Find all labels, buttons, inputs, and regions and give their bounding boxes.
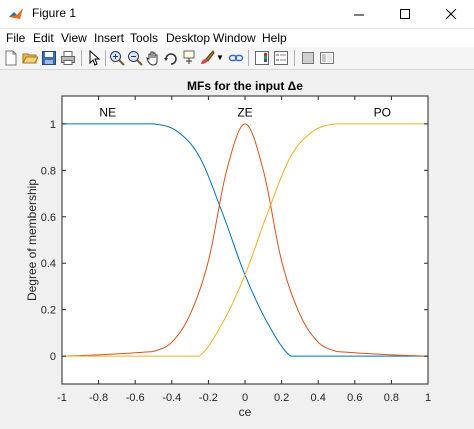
data-cursor-icon[interactable] xyxy=(181,50,197,66)
x-tick-label: -0.6 xyxy=(126,392,145,404)
menu-bar: File Edit View Insert Tools Desktop Wind… xyxy=(0,29,474,47)
toolbar-separator xyxy=(105,50,106,66)
y-tick-label: 1 xyxy=(50,119,56,131)
menu-insert[interactable]: Insert xyxy=(94,31,125,45)
x-tick-label: 0 xyxy=(242,392,248,404)
x-tick-label: 0.6 xyxy=(347,392,362,404)
series-line-ze xyxy=(61,123,429,357)
mf-labels: NE ZE PO xyxy=(99,105,391,119)
mf-label-ze: ZE xyxy=(237,105,252,119)
y-tick-label: 0.6 xyxy=(41,212,56,224)
link-plot-icon[interactable] xyxy=(228,50,244,66)
series-line-po xyxy=(62,123,428,357)
new-figure-icon[interactable] xyxy=(3,50,19,66)
x-tick-label: -0.4 xyxy=(162,392,181,404)
menu-edit[interactable]: Edit xyxy=(33,31,54,45)
toolbar: ▼ xyxy=(0,47,474,70)
minimize-icon xyxy=(353,14,364,15)
close-icon xyxy=(445,8,456,19)
rotate-3d-icon[interactable] xyxy=(163,50,179,66)
y-tick-label: 0.4 xyxy=(41,258,56,270)
axis-ticks: -1 -0.8 -0.6 -0.4 -0.2 0 0.2 0.4 0.6 0.8 1 0 0.2 0.4 0… xyxy=(41,96,431,404)
brush-icon[interactable] xyxy=(199,50,215,66)
series-line-ne xyxy=(62,123,428,357)
x-tick-label: 1 xyxy=(425,392,431,404)
x-axis-label: ce xyxy=(239,405,252,419)
insert-colorbar-icon[interactable] xyxy=(254,50,270,66)
series-group xyxy=(61,123,429,357)
menu-view[interactable]: View xyxy=(61,31,87,45)
menu-help[interactable]: Help xyxy=(262,31,287,45)
maximize-button[interactable] xyxy=(382,0,428,28)
zoom-out-icon[interactable] xyxy=(127,50,143,66)
figure-canvas: MFs for the input Δe NE ZE PO -1 -0.8 -0.6 -0… xyxy=(0,70,474,424)
x-tick-label: -0.8 xyxy=(89,392,108,404)
x-tick-label: 0.2 xyxy=(274,392,289,404)
plot-title: MFs for the input Δe xyxy=(187,79,303,93)
toolbar-separator xyxy=(81,50,82,66)
y-tick-label: 0 xyxy=(50,351,56,363)
pan-icon[interactable] xyxy=(145,50,161,66)
axes-box xyxy=(61,95,429,385)
y-axis-label: Degree of membership xyxy=(25,179,39,301)
y-tick-label: 0.8 xyxy=(41,165,56,177)
mf-label-ne: NE xyxy=(99,105,116,119)
window-title: Figure 1 xyxy=(32,6,77,20)
membership-function-plot: MFs for the input Δe NE ZE PO -1 -0.8 -0.6 -0… xyxy=(25,79,431,419)
open-file-icon[interactable] xyxy=(22,50,38,66)
toolbar-separator xyxy=(248,50,249,66)
insert-legend-icon[interactable] xyxy=(273,50,289,66)
x-tick-label: 0.8 xyxy=(384,392,399,404)
save-icon[interactable] xyxy=(41,50,57,66)
hide-plot-tools-icon[interactable] xyxy=(300,50,316,66)
show-plot-tools-icon[interactable] xyxy=(319,50,335,66)
minimize-button[interactable] xyxy=(336,0,382,28)
zoom-in-icon[interactable] xyxy=(109,50,125,66)
axes-background xyxy=(62,96,428,384)
x-tick-label: -0.2 xyxy=(199,392,218,404)
edit-plot-arrow-icon[interactable] xyxy=(86,50,102,66)
title-bar: Figure 1 xyxy=(0,0,474,29)
matlab-icon xyxy=(9,8,23,19)
maximize-icon xyxy=(399,8,410,19)
x-tick-label: -1 xyxy=(57,392,67,404)
menu-window[interactable]: Window xyxy=(213,31,256,45)
menu-file[interactable]: File xyxy=(6,31,26,45)
menu-tools[interactable]: Tools xyxy=(130,31,159,45)
toolbar-separator xyxy=(294,50,295,66)
menu-desktop[interactable]: Desktop xyxy=(166,31,211,45)
close-button[interactable] xyxy=(428,0,474,28)
x-tick-label: 0.4 xyxy=(311,392,326,404)
y-tick-label: 0.2 xyxy=(41,305,56,317)
print-icon[interactable] xyxy=(60,50,76,66)
mf-label-po: PO xyxy=(374,105,391,119)
brush-dropdown-icon[interactable]: ▼ xyxy=(216,53,224,62)
